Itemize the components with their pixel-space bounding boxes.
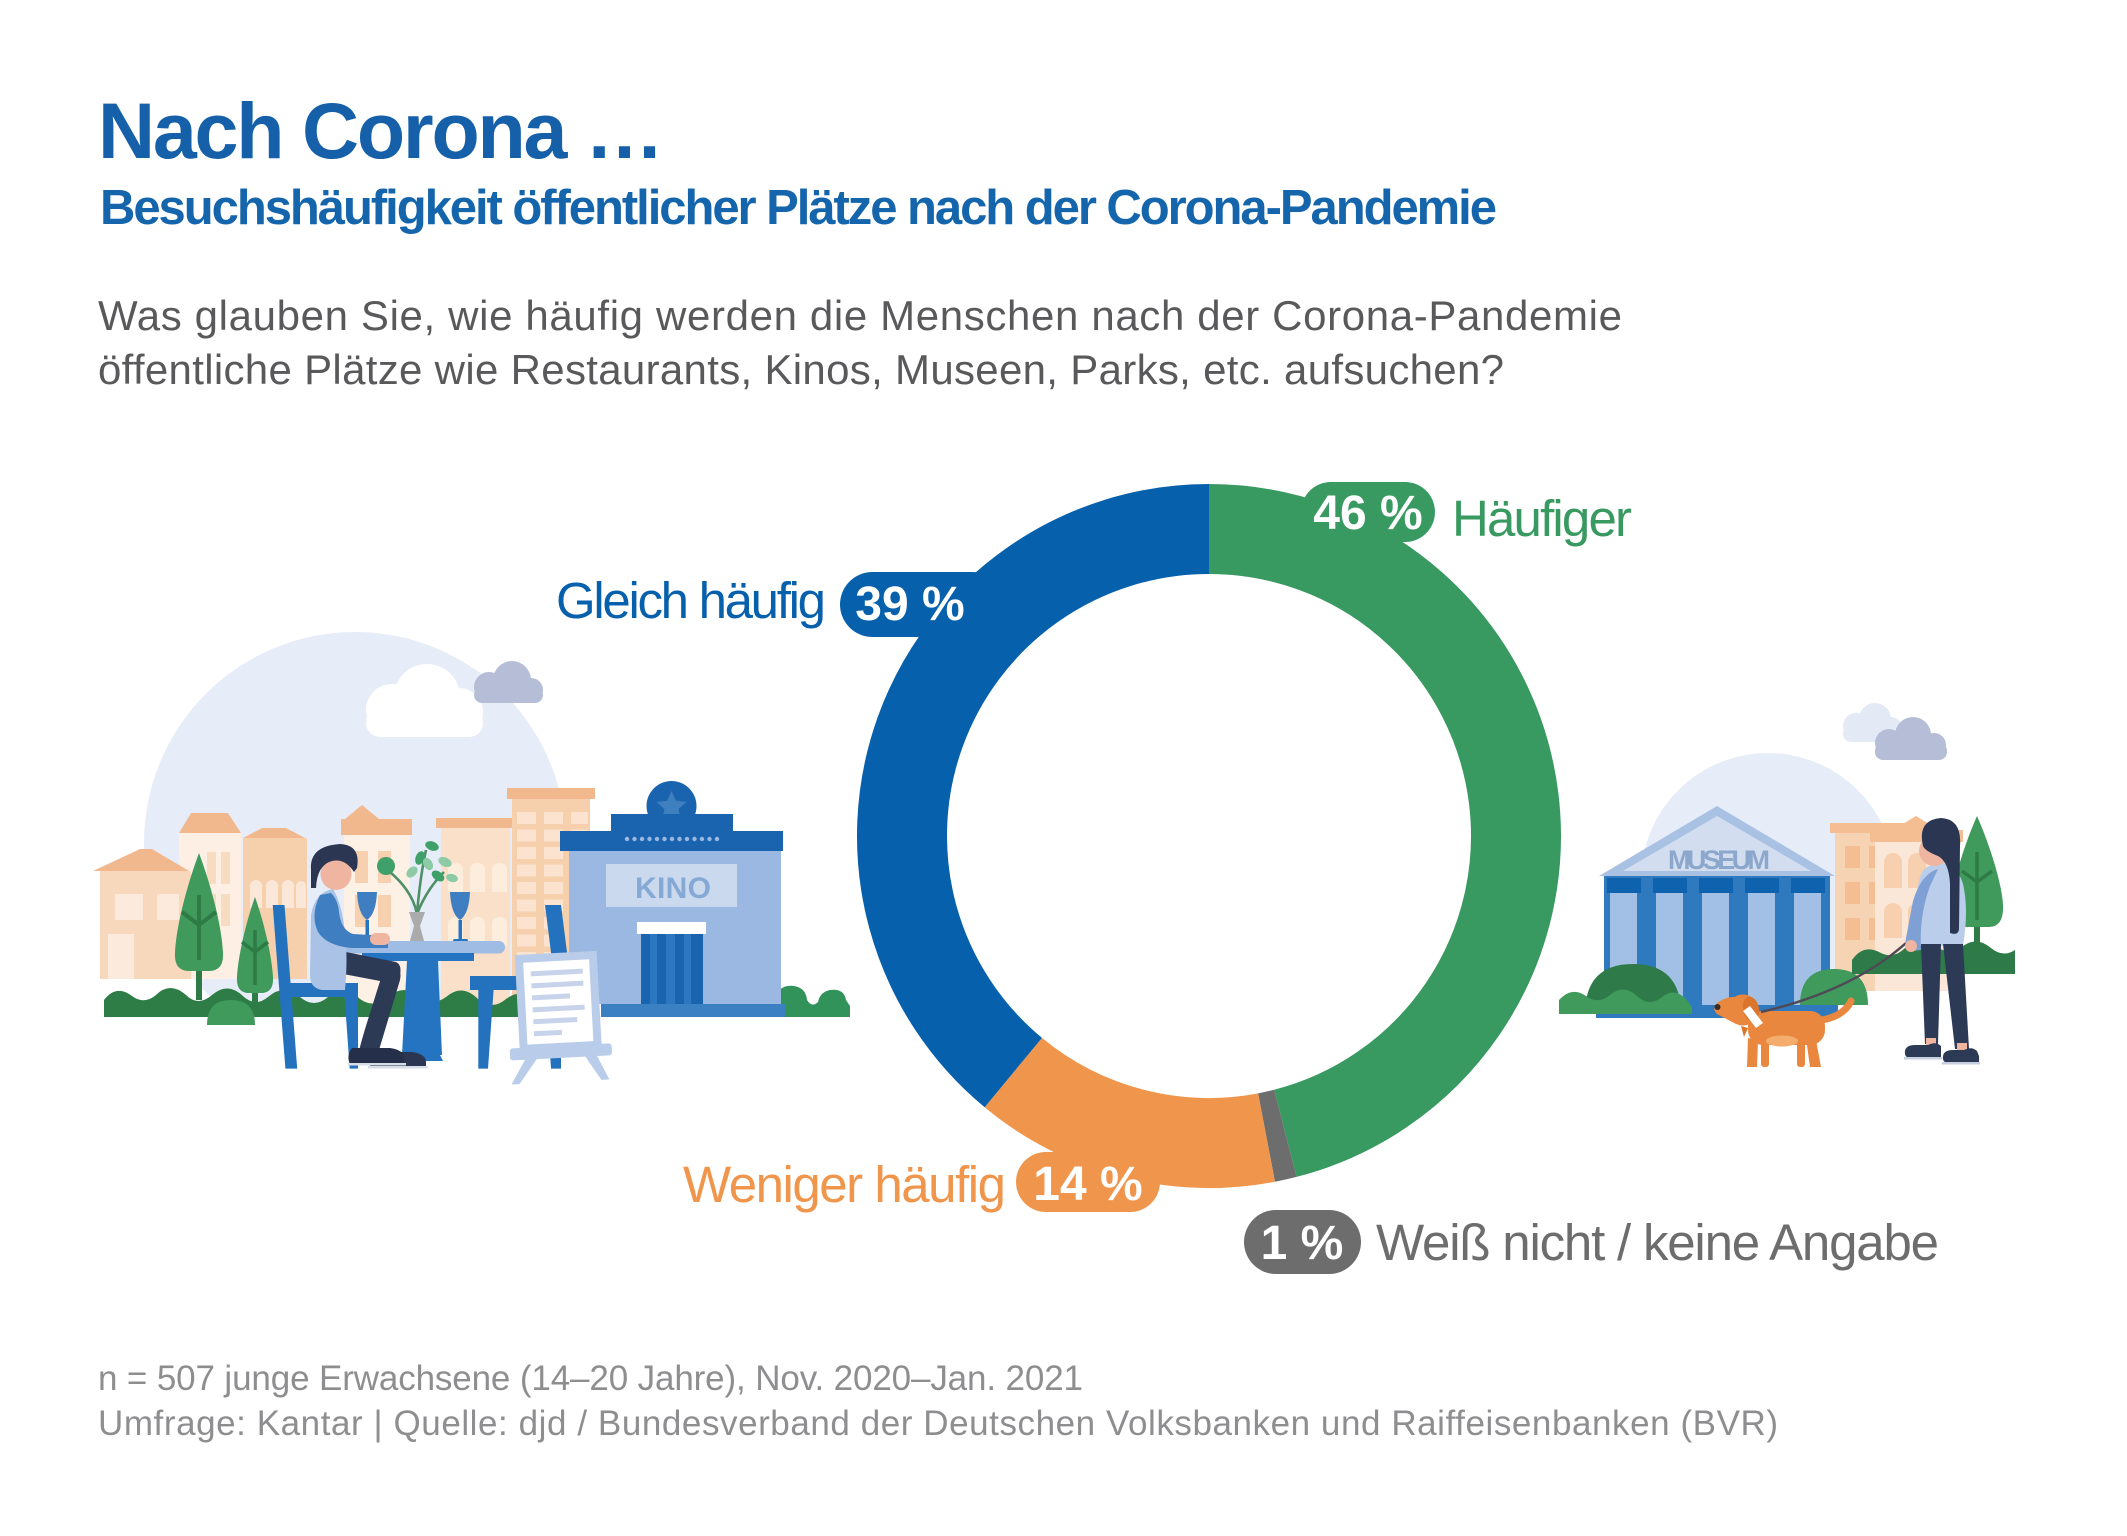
svg-text:Weniger häufig: Weniger häufig (683, 1156, 1006, 1213)
svg-text:Weiß nicht / keine Angabe: Weiß nicht / keine Angabe (1376, 1214, 1939, 1271)
svg-text:Häufiger: Häufiger (1452, 490, 1632, 547)
svg-text:Umfrage: Kantar | Quelle: djd: Umfrage: Kantar | Quelle: djd / Bundesve… (98, 1404, 1778, 1443)
svg-text:14 %: 14 % (1033, 1158, 1142, 1211)
svg-text:n = 507 junge Erwachsene (14–2: n = 507 junge Erwachsene (14–20 Jahre), … (98, 1359, 1083, 1398)
svg-text:46 %: 46 % (1313, 487, 1422, 540)
svg-text:Gleich häufig: Gleich häufig (556, 572, 826, 629)
svg-text:öffentliche Plätze wie Restaur: öffentliche Plätze wie Restaurants, Kino… (98, 346, 1504, 393)
svg-text:Nach Corona …: Nach Corona … (98, 86, 664, 175)
svg-text:1 %: 1 % (1261, 1217, 1344, 1270)
svg-text:Besuchshäufigkeit öffentlicher: Besuchshäufigkeit öffentlicher Plätze na… (100, 181, 1497, 235)
svg-text:MUSEUM: MUSEUM (1668, 845, 1770, 875)
svg-text:KINO: KINO (635, 872, 711, 905)
svg-text:39 %: 39 % (855, 578, 964, 631)
svg-text:Was glauben Sie, wie häufig we: Was glauben Sie, wie häufig werden die M… (98, 292, 1622, 339)
